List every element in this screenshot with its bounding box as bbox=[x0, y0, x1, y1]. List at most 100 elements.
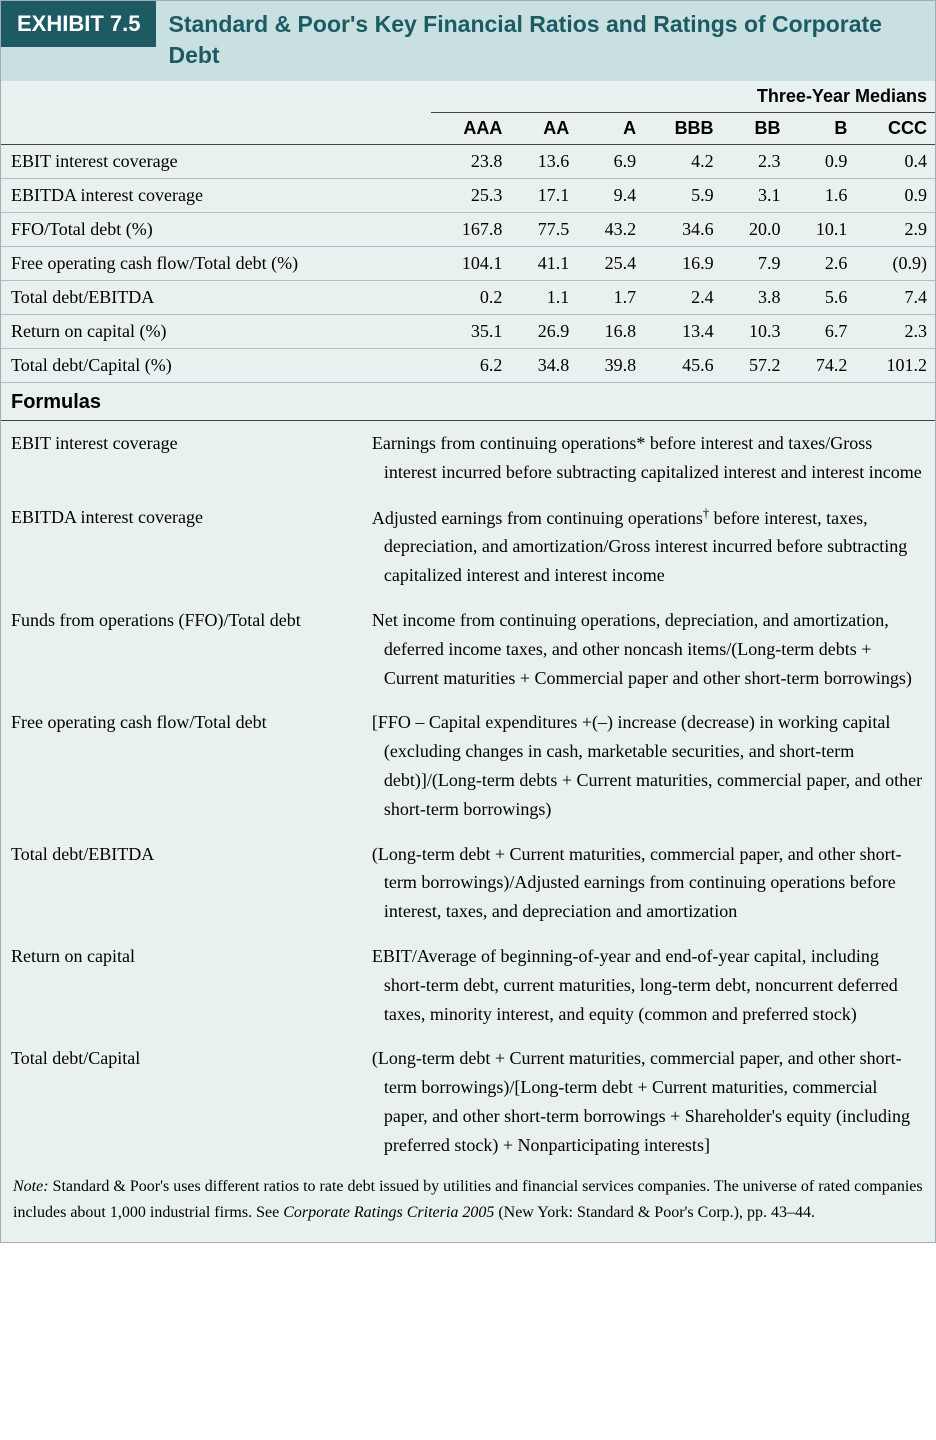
formula-row: Funds from operations (FFO)/Total debtNe… bbox=[1, 598, 935, 700]
row-label: EBITDA interest coverage bbox=[1, 179, 431, 213]
data-cell: 25.4 bbox=[577, 247, 644, 281]
super-header: Three-Year Medians bbox=[431, 81, 935, 113]
data-cell: 2.9 bbox=[855, 213, 935, 247]
formula-row: Total debt/EBITDA(Long-term debt + Curre… bbox=[1, 832, 935, 934]
formula-row: Free operating cash flow/Total debt[FFO … bbox=[1, 700, 935, 831]
data-cell: 34.8 bbox=[510, 349, 577, 383]
formula-term: Free operating cash flow/Total debt bbox=[1, 700, 356, 831]
data-cell: 101.2 bbox=[855, 349, 935, 383]
data-cell: 0.9 bbox=[788, 145, 855, 179]
data-cell: 6.9 bbox=[577, 145, 644, 179]
data-cell: 7.9 bbox=[722, 247, 789, 281]
data-cell: 10.1 bbox=[788, 213, 855, 247]
data-cell: 25.3 bbox=[431, 179, 511, 213]
row-label: EBIT interest coverage bbox=[1, 145, 431, 179]
column-header: BBB bbox=[644, 113, 721, 145]
data-cell: (0.9) bbox=[855, 247, 935, 281]
column-header: CCC bbox=[855, 113, 935, 145]
column-header: AAA bbox=[431, 113, 511, 145]
formula-definition: (Long-term debt + Current maturities, co… bbox=[356, 1036, 935, 1167]
data-cell: 1.7 bbox=[577, 281, 644, 315]
formula-definition: Net income from continuing operations, d… bbox=[356, 598, 935, 700]
data-cell: 1.6 bbox=[788, 179, 855, 213]
row-label: Free operating cash flow/Total debt (%) bbox=[1, 247, 431, 281]
data-cell: 2.3 bbox=[722, 145, 789, 179]
data-cell: 3.1 bbox=[722, 179, 789, 213]
footnote: Note: Standard & Poor's uses different r… bbox=[1, 1168, 935, 1231]
data-cell: 57.2 bbox=[722, 349, 789, 383]
exhibit-number-badge: EXHIBIT 7.5 bbox=[1, 1, 156, 47]
data-cell: 4.2 bbox=[644, 145, 721, 179]
data-cell: 6.7 bbox=[788, 315, 855, 349]
note-citation: Corporate Ratings Criteria 2005 bbox=[283, 1204, 494, 1221]
data-cell: 167.8 bbox=[431, 213, 511, 247]
data-cell: 34.6 bbox=[644, 213, 721, 247]
formula-definition: EBIT/Average of beginning-of-year and en… bbox=[356, 934, 935, 1036]
formula-definition: Earnings from continuing operations* bef… bbox=[356, 421, 935, 495]
table-row: Total debt/EBITDA0.21.11.72.43.85.67.4 bbox=[1, 281, 935, 315]
formula-term: Funds from operations (FFO)/Total debt bbox=[1, 598, 356, 700]
data-cell: 3.8 bbox=[722, 281, 789, 315]
data-cell: 39.8 bbox=[577, 349, 644, 383]
data-cell: 26.9 bbox=[510, 315, 577, 349]
blank-header bbox=[1, 81, 431, 113]
data-cell: 2.3 bbox=[855, 315, 935, 349]
formula-term: EBIT interest coverage bbox=[1, 421, 356, 495]
exhibit-page: EXHIBIT 7.5 Standard & Poor's Key Financ… bbox=[0, 0, 936, 1243]
formula-row: Return on capitalEBIT/Average of beginni… bbox=[1, 934, 935, 1036]
exhibit-title: Standard & Poor's Key Financial Ratios a… bbox=[156, 1, 935, 81]
data-cell: 41.1 bbox=[510, 247, 577, 281]
data-cell: 5.9 bbox=[644, 179, 721, 213]
data-cell: 45.6 bbox=[644, 349, 721, 383]
ratios-table: Three-Year Medians AAAAAABBBBBBCCC EBIT … bbox=[1, 81, 935, 383]
formula-term: Return on capital bbox=[1, 934, 356, 1036]
data-cell: 16.9 bbox=[644, 247, 721, 281]
data-cell: 2.6 bbox=[788, 247, 855, 281]
formula-row: EBIT interest coverageEarnings from cont… bbox=[1, 421, 935, 495]
data-cell: 17.1 bbox=[510, 179, 577, 213]
column-header: B bbox=[788, 113, 855, 145]
column-header: A bbox=[577, 113, 644, 145]
data-cell: 74.2 bbox=[788, 349, 855, 383]
table-row: Return on capital (%)35.126.916.813.410.… bbox=[1, 315, 935, 349]
column-header: AA bbox=[510, 113, 577, 145]
data-cell: 13.4 bbox=[644, 315, 721, 349]
data-cell: 104.1 bbox=[431, 247, 511, 281]
data-cell: 16.8 bbox=[577, 315, 644, 349]
data-cell: 13.6 bbox=[510, 145, 577, 179]
data-cell: 6.2 bbox=[431, 349, 511, 383]
data-cell: 7.4 bbox=[855, 281, 935, 315]
formula-definition: (Long-term debt + Current maturities, co… bbox=[356, 832, 935, 934]
formula-term: EBITDA interest coverage bbox=[1, 495, 356, 598]
data-cell: 23.8 bbox=[431, 145, 511, 179]
row-label: FFO/Total debt (%) bbox=[1, 213, 431, 247]
data-cell: 5.6 bbox=[788, 281, 855, 315]
data-cell: 35.1 bbox=[431, 315, 511, 349]
note-label: Note: bbox=[13, 1178, 49, 1195]
formulas-heading: Formulas bbox=[1, 383, 935, 421]
table-row: Free operating cash flow/Total debt (%)1… bbox=[1, 247, 935, 281]
data-cell: 0.9 bbox=[855, 179, 935, 213]
row-label: Total debt/EBITDA bbox=[1, 281, 431, 315]
data-cell: 1.1 bbox=[510, 281, 577, 315]
blank-header bbox=[1, 113, 431, 145]
row-label: Total debt/Capital (%) bbox=[1, 349, 431, 383]
exhibit-header: EXHIBIT 7.5 Standard & Poor's Key Financ… bbox=[1, 1, 935, 81]
table-row: Total debt/Capital (%)6.234.839.845.657.… bbox=[1, 349, 935, 383]
data-cell: 77.5 bbox=[510, 213, 577, 247]
formulas-table: EBIT interest coverageEarnings from cont… bbox=[1, 421, 935, 1168]
table-row: FFO/Total debt (%)167.877.543.234.620.01… bbox=[1, 213, 935, 247]
formula-row: Total debt/Capital(Long-term debt + Curr… bbox=[1, 1036, 935, 1167]
data-cell: 43.2 bbox=[577, 213, 644, 247]
data-cell: 2.4 bbox=[644, 281, 721, 315]
note-body-after: (New York: Standard & Poor's Corp.), pp.… bbox=[494, 1204, 815, 1221]
formula-row: EBITDA interest coverageAdjusted earning… bbox=[1, 495, 935, 598]
column-header: BB bbox=[722, 113, 789, 145]
formula-definition: [FFO – Capital expenditures +(–) increas… bbox=[356, 700, 935, 831]
row-label: Return on capital (%) bbox=[1, 315, 431, 349]
data-cell: 0.2 bbox=[431, 281, 511, 315]
data-cell: 20.0 bbox=[722, 213, 789, 247]
ratios-tbody: EBIT interest coverage23.813.66.94.22.30… bbox=[1, 145, 935, 383]
formula-term: Total debt/Capital bbox=[1, 1036, 356, 1167]
data-cell: 9.4 bbox=[577, 179, 644, 213]
